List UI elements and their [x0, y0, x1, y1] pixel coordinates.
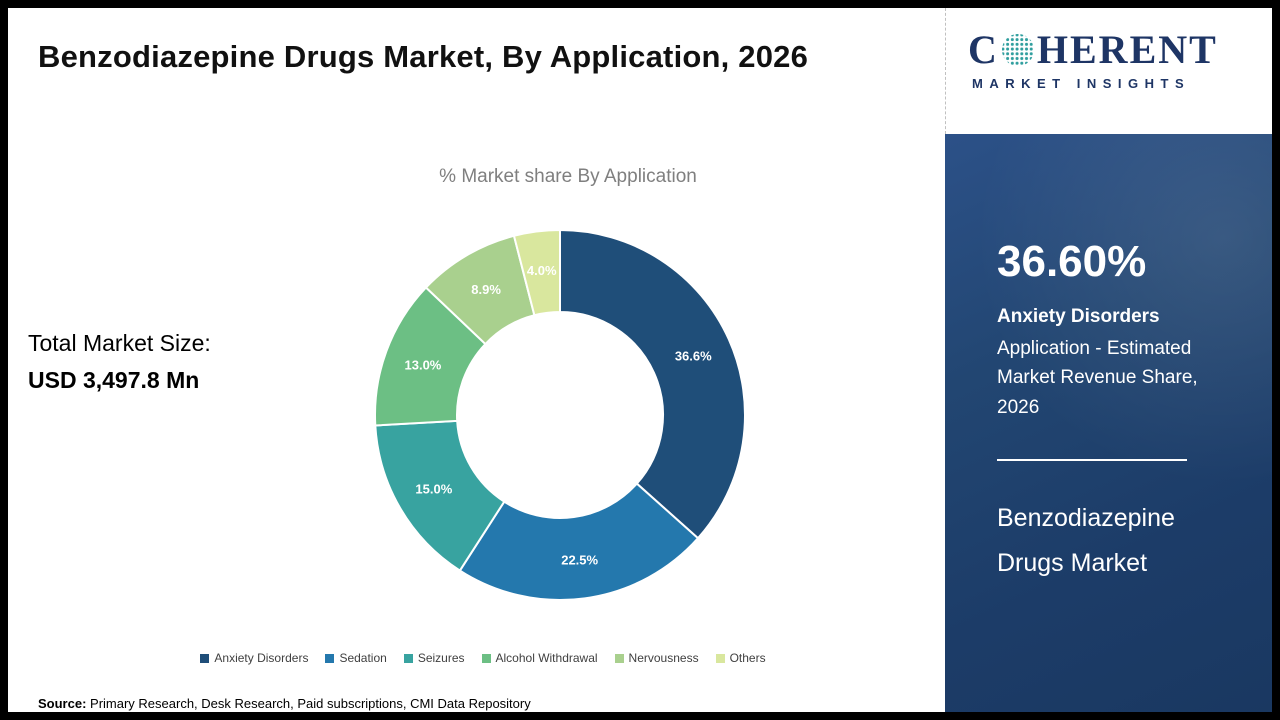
highlight-application-name: Anxiety Disorders: [997, 306, 1160, 327]
source-text: Primary Research, Desk Research, Paid su…: [86, 696, 531, 711]
donut-value-label: 36.6%: [675, 348, 712, 363]
brand-logo: C HERENT: [968, 30, 1272, 70]
legend-label: Nervousness: [628, 651, 699, 665]
donut-segment-others: [512, 228, 561, 317]
donut-value-label: 15.0%: [415, 482, 452, 497]
panel-market-name: Benzodiazepine Drugs Market: [997, 504, 1175, 577]
legend-item-anxiety-disorders: Anxiety Disorders: [200, 651, 308, 665]
donut-chart-svg: 36.6% 22.5% 15.0% 13.0% 8.9% 4.0%: [374, 228, 746, 601]
source-note: Source: Primary Research, Desk Research,…: [38, 696, 531, 711]
legend-marker-icon: [403, 653, 413, 663]
brand-subtitle: MARKET INSIGHTS: [972, 76, 1191, 91]
brand-letters-rest: HERENT: [1036, 27, 1218, 72]
logo-area: C HERENT MARKET INSIGHTS: [945, 8, 1272, 134]
legend-marker-icon: [614, 653, 624, 663]
legend-item-others: Others: [715, 651, 766, 665]
source-label: Source:: [38, 696, 87, 711]
legend-marker-icon: [200, 653, 210, 663]
legend-label: Others: [729, 651, 766, 665]
donut-value-label: 22.5%: [561, 553, 598, 568]
total-market-size-label: Total Market Size:: [28, 330, 211, 356]
globe-icon: [1001, 33, 1034, 67]
donut-value-label: 4.0%: [527, 263, 557, 278]
total-market-size-block: Total Market Size: USD 3,497.8 Mn: [28, 330, 328, 394]
legend-label: Alcohol Withdrawal: [495, 651, 598, 665]
legend-marker-icon: [481, 653, 491, 663]
donut-value-label: 13.0%: [405, 358, 442, 373]
legend-item-seizures: Seizures: [403, 651, 465, 665]
legend-label: Seizures: [417, 651, 465, 665]
legend-item-alcohol-withdrawal: Alcohol Withdrawal: [481, 651, 598, 665]
chart-legend: Anxiety Disorders Sedation Seizures Alcohol…: [63, 651, 903, 665]
brand-letter-c: C: [968, 27, 999, 72]
legend-label: Anxiety Disorders: [214, 651, 309, 665]
page-title: Benzodiazepine Drugs Market, By Applicat…: [38, 39, 809, 74]
main-canvas: Benzodiazepine Drugs Market, By Applicat…: [8, 8, 945, 712]
total-market-size-value: USD 3,497.8 Mn: [28, 367, 200, 393]
legend-marker-icon: [715, 653, 725, 663]
panel-divider: [997, 459, 1187, 461]
highlight-side-panel: 36.60% Anxiety Disorders Application - E…: [945, 134, 1272, 712]
donut-segment-anxiety-disorders: [559, 228, 746, 540]
donut-chart: 36.6% 22.5% 15.0% 13.0% 8.9% 4.0%: [350, 205, 770, 625]
legend-item-nervousness: Nervousness: [614, 651, 699, 665]
legend-item-sedation: Sedation: [325, 651, 387, 665]
chart-subtitle: % Market share By Application: [439, 166, 697, 187]
legend-label: Sedation: [339, 651, 387, 665]
donut-segment-sedation: [458, 482, 700, 601]
highlight-percentage: 36.60%: [997, 237, 1147, 286]
legend-marker-icon: [325, 653, 335, 663]
highlight-description: Application - Estimated Market Revenue S…: [997, 338, 1198, 418]
donut-value-label: 8.9%: [471, 282, 501, 297]
